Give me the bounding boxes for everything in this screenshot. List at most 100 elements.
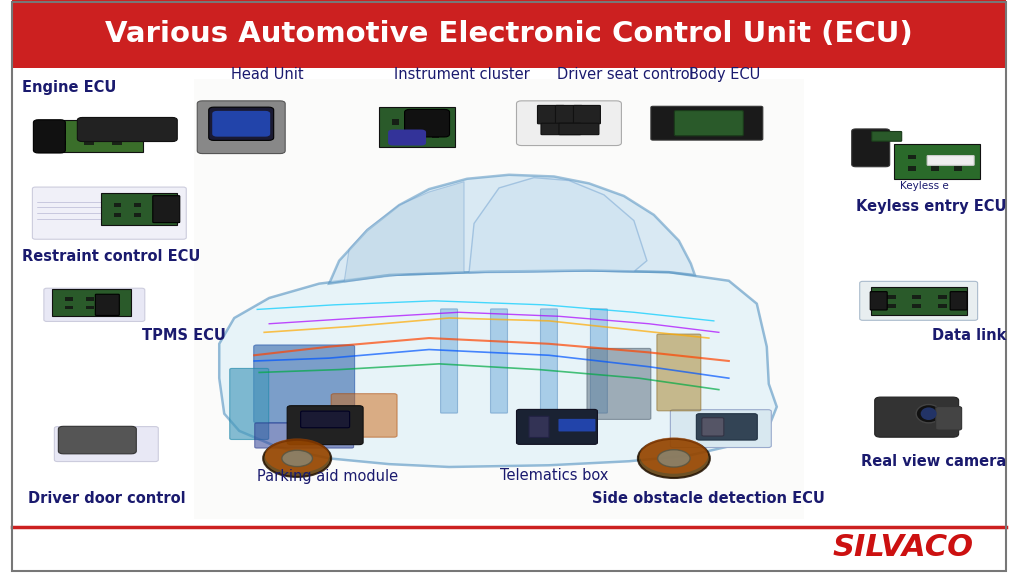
FancyBboxPatch shape <box>77 117 177 142</box>
Ellipse shape <box>658 450 690 467</box>
Bar <box>887 304 896 308</box>
FancyBboxPatch shape <box>254 423 353 448</box>
Text: Telematics box: Telematics box <box>500 468 608 483</box>
Bar <box>912 304 921 308</box>
FancyBboxPatch shape <box>516 409 598 445</box>
Bar <box>65 297 72 301</box>
Polygon shape <box>469 178 646 273</box>
Text: Real view camera: Real view camera <box>861 454 1007 469</box>
Bar <box>938 296 947 299</box>
Polygon shape <box>344 182 464 282</box>
FancyBboxPatch shape <box>529 416 549 438</box>
FancyBboxPatch shape <box>871 131 902 141</box>
FancyBboxPatch shape <box>657 334 700 411</box>
Bar <box>84 140 95 145</box>
Bar <box>433 119 440 124</box>
Polygon shape <box>219 270 777 467</box>
FancyBboxPatch shape <box>44 288 145 321</box>
Bar <box>114 203 121 207</box>
FancyBboxPatch shape <box>34 120 65 153</box>
Text: Data link: Data link <box>932 328 1007 343</box>
FancyBboxPatch shape <box>209 107 274 140</box>
Bar <box>56 130 66 134</box>
Bar <box>912 296 921 299</box>
FancyBboxPatch shape <box>40 120 144 152</box>
FancyBboxPatch shape <box>541 123 581 135</box>
FancyBboxPatch shape <box>950 292 967 310</box>
FancyBboxPatch shape <box>96 295 119 315</box>
Bar <box>155 213 162 218</box>
Bar <box>954 155 962 159</box>
FancyBboxPatch shape <box>587 348 651 419</box>
FancyBboxPatch shape <box>153 195 180 222</box>
Bar <box>938 304 947 308</box>
Bar <box>954 166 962 171</box>
FancyBboxPatch shape <box>52 289 130 316</box>
Bar <box>134 203 142 207</box>
Ellipse shape <box>920 407 937 420</box>
FancyBboxPatch shape <box>701 418 724 436</box>
Bar <box>84 130 95 134</box>
Bar <box>134 213 142 218</box>
FancyBboxPatch shape <box>541 309 558 413</box>
FancyBboxPatch shape <box>253 345 354 423</box>
FancyBboxPatch shape <box>870 287 967 315</box>
Bar <box>112 140 122 145</box>
FancyBboxPatch shape <box>559 419 596 431</box>
Ellipse shape <box>638 439 710 478</box>
Text: Keyless e: Keyless e <box>900 181 949 191</box>
FancyBboxPatch shape <box>927 155 974 165</box>
Text: SILVACO: SILVACO <box>833 533 973 562</box>
FancyBboxPatch shape <box>671 410 772 448</box>
Bar <box>392 119 399 124</box>
FancyBboxPatch shape <box>516 101 621 146</box>
FancyBboxPatch shape <box>491 309 508 413</box>
Bar <box>107 306 115 309</box>
FancyBboxPatch shape <box>441 309 457 413</box>
Bar <box>65 306 72 309</box>
Bar <box>107 297 115 301</box>
FancyBboxPatch shape <box>404 109 450 137</box>
FancyBboxPatch shape <box>54 426 158 462</box>
Ellipse shape <box>639 437 709 474</box>
Bar <box>87 297 94 301</box>
Text: Keyless entry ECU: Keyless entry ECU <box>856 199 1007 214</box>
FancyBboxPatch shape <box>379 108 455 147</box>
Polygon shape <box>329 175 695 284</box>
Text: Head Unit: Head Unit <box>231 67 303 82</box>
FancyBboxPatch shape <box>556 105 582 124</box>
Text: Side obstacle detection ECU: Side obstacle detection ECU <box>592 491 826 506</box>
Text: Various Automotive Electronic Control Unit (ECU): Various Automotive Electronic Control Un… <box>105 20 913 48</box>
Bar <box>194 79 804 519</box>
Bar <box>392 132 399 138</box>
Bar <box>114 213 121 218</box>
Text: Engine ECU: Engine ECU <box>22 80 117 95</box>
Bar <box>887 296 896 299</box>
Bar <box>12 0 1006 68</box>
Bar <box>908 166 916 171</box>
Bar <box>433 132 440 138</box>
Text: Instrument cluster: Instrument cluster <box>394 67 529 82</box>
FancyBboxPatch shape <box>870 292 888 310</box>
Bar <box>56 140 66 145</box>
FancyBboxPatch shape <box>300 411 349 427</box>
FancyBboxPatch shape <box>197 101 285 154</box>
Text: Driver seat control: Driver seat control <box>557 67 693 82</box>
FancyBboxPatch shape <box>102 193 177 225</box>
Ellipse shape <box>265 438 330 473</box>
Text: Parking aid module: Parking aid module <box>257 469 398 484</box>
Text: Restraint control ECU: Restraint control ECU <box>22 249 201 264</box>
FancyBboxPatch shape <box>874 397 959 437</box>
FancyBboxPatch shape <box>590 309 608 413</box>
Ellipse shape <box>282 450 313 466</box>
FancyBboxPatch shape <box>388 129 427 146</box>
Bar <box>155 203 162 207</box>
FancyBboxPatch shape <box>33 187 186 239</box>
Bar <box>412 132 419 138</box>
Bar <box>930 166 940 171</box>
Bar <box>412 119 419 124</box>
FancyBboxPatch shape <box>287 406 363 445</box>
FancyBboxPatch shape <box>331 394 397 437</box>
Bar <box>112 130 122 134</box>
FancyBboxPatch shape <box>696 414 757 440</box>
